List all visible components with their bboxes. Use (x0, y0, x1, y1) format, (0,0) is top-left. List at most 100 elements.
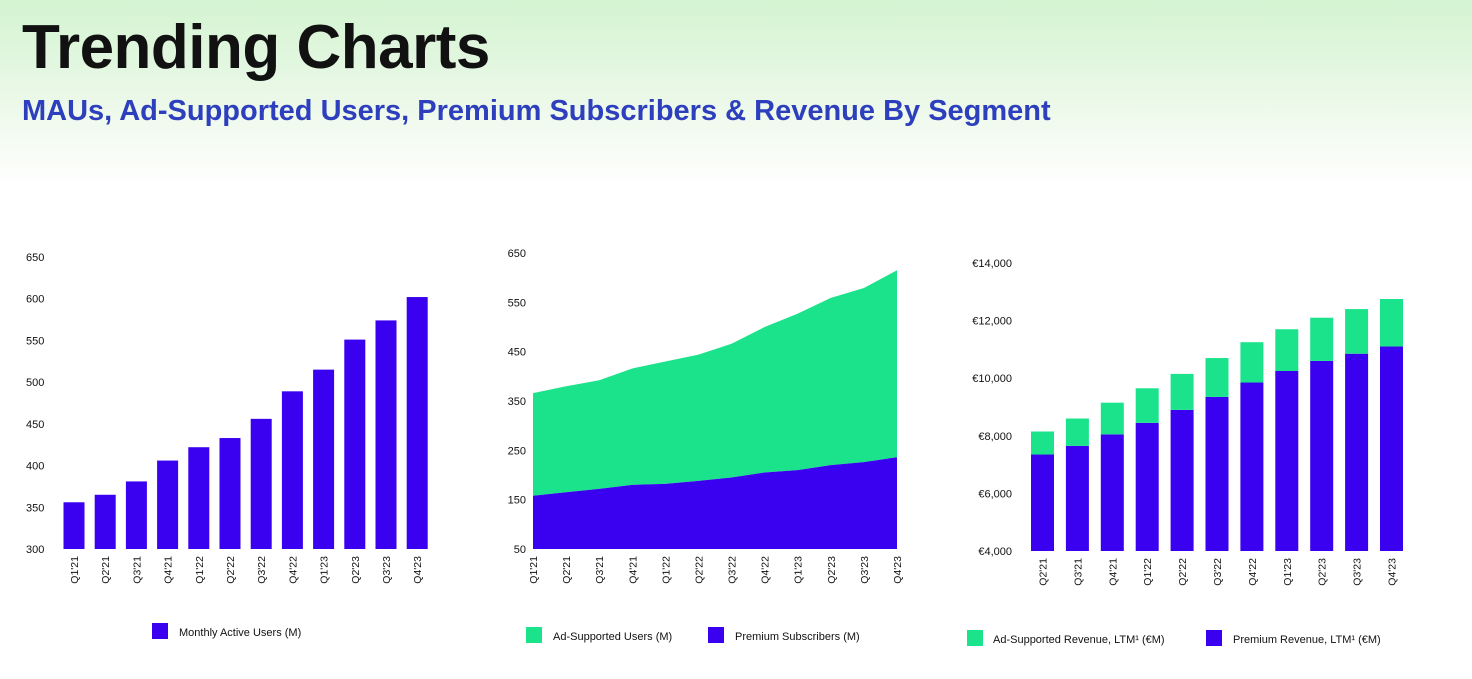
premium-revenue-bar (1065, 445, 1089, 551)
mau-bar (281, 391, 303, 549)
mau-bar (313, 369, 335, 549)
x-tick-label: Q4'22 (287, 556, 299, 584)
legend-label-ad-supported: Ad-Supported Users (M) (553, 631, 672, 643)
y-tick-label: 650 (508, 248, 526, 260)
mau-bar-chart: 300 350 400 450 500 550 600 650 Q1'21 Q2'21 Q3'21 Q… (26, 252, 428, 639)
y-tick-label: 400 (26, 461, 44, 473)
x-tick-label: Q3'21 (1072, 558, 1084, 586)
legend-label-mau: Monthly Active Users (M) (179, 627, 301, 639)
x-tick-label: Q4'23 (892, 556, 904, 584)
y-tick-label: 450 (26, 419, 44, 431)
x-tick-label: Q2'22 (693, 556, 705, 584)
y-tick-label: 350 (26, 502, 44, 514)
premium-revenue-bar (1275, 371, 1299, 551)
premium-revenue-bar (1135, 422, 1159, 551)
x-tick-label: Q2'23 (826, 556, 838, 584)
x-tick-label: Q3'22 (256, 556, 268, 584)
y-tick-label: 550 (508, 297, 526, 309)
x-tick-label: Q4'22 (1247, 558, 1259, 586)
y-tick-label: 650 (26, 252, 44, 264)
mau-bar (125, 481, 147, 549)
ad-supported-revenue-bar (1170, 373, 1194, 410)
x-tick-label: Q4'23 (1387, 558, 1399, 586)
ad-supported-revenue-bar (1031, 431, 1054, 455)
y-tick-label: 50 (514, 544, 526, 556)
premium-revenue-bar (1031, 454, 1054, 551)
x-tick-label: Q1'23 (1282, 558, 1294, 586)
x-tick-label: Q2'22 (1177, 558, 1189, 586)
x-tick-label: Q4'22 (760, 556, 772, 584)
y-tick-label: 550 (26, 335, 44, 347)
y-tick-label: 350 (508, 396, 526, 408)
x-tick-label: Q2'23 (1317, 558, 1329, 586)
x-tick-label: Q1'21 (69, 556, 81, 584)
premium-revenue-bar (1240, 382, 1264, 551)
page-title: Trending Charts (22, 13, 490, 82)
premium-revenue-bar (1170, 409, 1194, 551)
premium-area (533, 457, 897, 549)
x-tick-label: Q1'21 (528, 556, 540, 584)
y-tick-label: €6,000 (978, 488, 1012, 500)
y-tick-label: €14,000 (972, 258, 1012, 270)
x-tick-label: Q1'23 (793, 556, 805, 584)
x-tick-label: Q3'21 (594, 556, 606, 584)
x-tick-label: Q3'21 (131, 556, 143, 584)
x-tick-label: Q1'22 (194, 556, 206, 584)
mau-bar (94, 494, 116, 549)
x-tick-label: Q2'21 (561, 556, 573, 584)
mau-bar (188, 447, 210, 549)
ad-supported-revenue-bar (1310, 317, 1334, 361)
y-tick-label: 600 (26, 294, 44, 306)
premium-revenue-bar (1100, 434, 1124, 551)
x-tick-label: Q3'23 (1352, 558, 1364, 586)
legend-swatch-premium (708, 627, 724, 643)
ad-supported-revenue-bar (1100, 402, 1124, 435)
premium-revenue-bar (1205, 396, 1229, 551)
x-tick-label: Q2'21 (1038, 558, 1050, 586)
mau-bar (344, 339, 366, 549)
premium-revenue-bar (1345, 353, 1369, 551)
x-tick-label: Q3'23 (859, 556, 871, 584)
y-tick-label: €12,000 (972, 316, 1012, 328)
ad-supported-revenue-bar (1240, 342, 1264, 383)
x-tick-label: Q1'23 (319, 556, 331, 584)
legend-swatch-premium-revenue (1206, 630, 1222, 646)
ad-supported-revenue-bar (1275, 329, 1299, 371)
legend-label-premium-revenue: Premium Revenue, LTM¹ (€M) (1233, 634, 1381, 646)
mau-bar (219, 438, 241, 549)
x-tick-label: Q1'22 (660, 556, 672, 584)
premium-revenue-bar (1310, 360, 1334, 551)
y-tick-label: 500 (26, 377, 44, 389)
y-tick-label: €8,000 (978, 431, 1012, 443)
ad-supported-revenue-bar (1065, 418, 1089, 446)
legend-label-ad-supported-revenue: Ad-Supported Revenue, LTM¹ (€M) (993, 634, 1165, 646)
page-subtitle: MAUs, Ad-Supported Users, Premium Subscr… (22, 95, 1051, 127)
x-tick-label: Q4'23 (412, 556, 424, 584)
x-tick-label: Q3'22 (727, 556, 739, 584)
ad-supported-revenue-bar (1345, 309, 1369, 354)
mau-bar (375, 320, 397, 549)
x-tick-label: Q4'21 (1107, 558, 1119, 586)
x-tick-label: Q1'22 (1142, 558, 1154, 586)
y-tick-label: €4,000 (978, 546, 1012, 558)
legend-label-premium: Premium Subscribers (M) (735, 631, 860, 643)
x-tick-label: Q2'22 (225, 556, 237, 584)
x-tick-label: Q2'23 (350, 556, 362, 584)
legend-swatch-ad-supported (526, 627, 542, 643)
legend-swatch-mau (152, 623, 168, 639)
x-tick-label: Q4'21 (627, 556, 639, 584)
ad-supported-revenue-bar (1135, 388, 1159, 423)
mau-bar (250, 418, 272, 549)
ad-supported-revenue-bar (1380, 299, 1403, 347)
mau-bar (63, 502, 85, 549)
x-tick-label: Q2'21 (100, 556, 112, 584)
ad-supported-revenue-bar (1205, 358, 1229, 397)
x-tick-label: Q4'21 (163, 556, 175, 584)
legend-swatch-ad-supported-revenue (967, 630, 983, 646)
mau-bar (157, 460, 179, 549)
y-tick-label: €10,000 (972, 373, 1012, 385)
x-tick-label: Q3'22 (1212, 558, 1224, 586)
mau-bar (406, 297, 428, 549)
